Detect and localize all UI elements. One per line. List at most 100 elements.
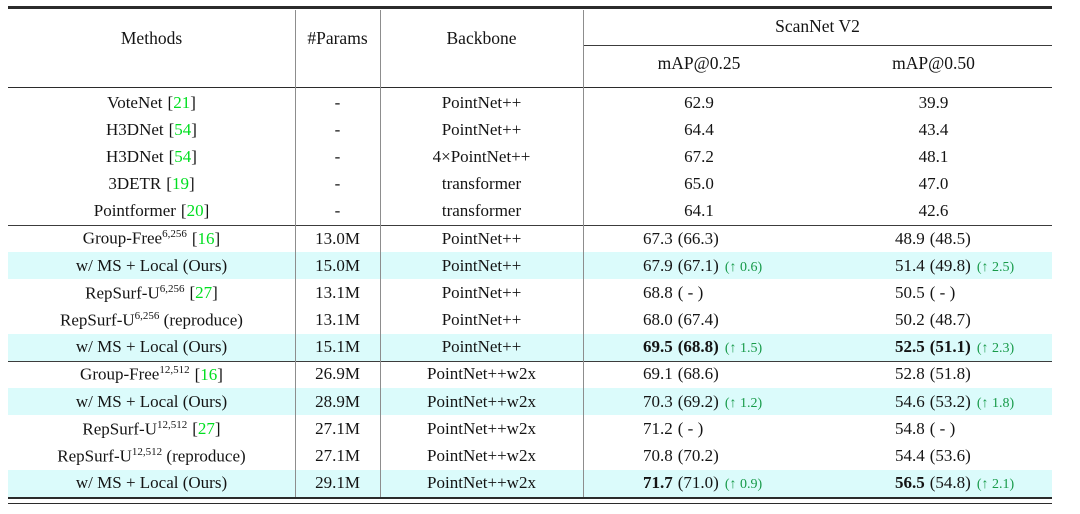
citation: [27]	[192, 419, 220, 438]
map50-cell: 54.6 (53.2) (↑ 1.8)	[815, 392, 1052, 412]
header-params: #Params	[307, 28, 368, 48]
method-name: H3DNet	[106, 119, 164, 139]
map25-cell: 71.7 (71.0) (↑ 0.9)	[583, 473, 815, 493]
map50-value: 51.4	[895, 255, 925, 275]
table-row: RepSurf-U6,256 (reproduce) 13.1M PointNe…	[8, 307, 1052, 334]
backbone-cell: PointNet++	[441, 92, 522, 112]
header-backbone: Backbone	[446, 28, 517, 48]
map50-paren: (54.8)	[929, 473, 971, 493]
citation-number: 27	[195, 283, 213, 303]
header-map-025: mAP@0.25	[657, 53, 741, 73]
column-divider-backbone-scannet	[583, 10, 585, 497]
citation-bracket: ]	[190, 92, 196, 112]
citation-number: 16	[197, 228, 215, 248]
map50-cell: 50.2 (48.7)	[815, 310, 1052, 330]
method-cell: RepSurf-U12,512 (reproduce)	[8, 446, 295, 467]
map25-paren: (68.8)	[677, 337, 719, 357]
citation: [16]	[192, 229, 220, 248]
params-cell: 13.1M	[315, 282, 360, 302]
map50-value: 48.9	[895, 228, 925, 248]
map25-value: 67.2	[684, 146, 714, 166]
map50-paren: (53.6)	[929, 446, 971, 466]
citation-number: 54	[174, 119, 192, 139]
table-row-ours: w/ MS + Local (Ours) 15.1M PointNet++ 69…	[8, 333, 1052, 361]
citation-bracket: ]	[212, 283, 218, 303]
backbone-cell: PointNet++	[441, 282, 522, 302]
params-cell: -	[334, 146, 341, 166]
map50-value: 52.5	[895, 337, 925, 357]
params-cell: 27.1M	[315, 446, 360, 466]
citation-bracket: ]	[191, 119, 197, 139]
map25-cell: 69.5 (68.8) (↑ 1.5)	[583, 337, 815, 357]
map25-value: 64.1	[684, 201, 714, 221]
table-row: VoteNet [21] - PointNet++ 62.9 39.9	[8, 89, 1052, 116]
table-row: Pointformer [20] - transformer 64.1 42.6	[8, 198, 1052, 225]
column-divider-methods-params	[295, 10, 297, 497]
map50-improvement: (↑ 2.5)	[976, 259, 1015, 275]
method-name: H3DNet	[106, 146, 164, 166]
params-cell: 15.0M	[315, 255, 360, 275]
map50-cell: 42.6	[815, 201, 1052, 221]
map50-paren: ( - )	[929, 282, 956, 302]
map25-cell: 65.0	[583, 174, 815, 194]
method-cell: RepSurf-U12,512 [27]	[8, 419, 295, 440]
map25-value: 67.9	[643, 255, 673, 275]
map25-paren: (70.2)	[677, 446, 719, 466]
map50-value: 50.2	[895, 310, 925, 330]
method-superscript: 6,256	[134, 309, 160, 322]
map25-cell: 67.3 (66.3)	[583, 229, 815, 249]
map25-cell: 64.1	[583, 201, 815, 221]
method-cell: w/ MS + Local (Ours)	[75, 473, 228, 493]
method-cell: H3DNet [54]	[8, 147, 295, 167]
table-row: Group-Free6,256 [16] 13.0M PointNet++ 67.…	[8, 225, 1052, 252]
params-cell: 28.9M	[315, 391, 360, 411]
method-name: RepSurf-U	[60, 310, 135, 330]
map50-value: 39.9	[918, 92, 949, 112]
citation-bracket: [	[167, 92, 174, 112]
backbone-cell: PointNet++w2x	[427, 364, 536, 384]
map25-paren: (67.4)	[677, 310, 719, 330]
map25-paren: ( - )	[677, 282, 704, 302]
map50-value: 48.1	[918, 146, 949, 166]
map25-cell: 70.8 (70.2)	[583, 446, 815, 466]
method-name: Group-Free	[82, 228, 163, 248]
citation: [54]	[169, 120, 197, 139]
top-rule	[8, 6, 1052, 9]
map50-value: 42.6	[918, 201, 949, 221]
table-row: Group-Free12,512 [16] 26.9M PointNet++w2x…	[8, 361, 1052, 388]
citation: [19]	[166, 174, 194, 193]
map50-paren: ( - )	[929, 418, 956, 438]
table-row-ours: w/ MS + Local (Ours) 28.9M PointNet++w2x…	[8, 388, 1052, 416]
header-dataset-scannet-v2: ScanNet V2	[775, 16, 860, 36]
citation-bracket: ]	[217, 364, 223, 384]
map50-improvement: (↑ 2.3)	[976, 341, 1015, 357]
params-cell: 15.1M	[315, 337, 360, 357]
citation-bracket: ]	[214, 228, 221, 248]
map25-value: 70.3	[643, 391, 673, 411]
method-name: Pointformer	[93, 201, 176, 221]
map25-value: 68.8	[643, 282, 673, 302]
table-row: RepSurf-U6,256 [27] 13.1M PointNet++ 68.8…	[8, 279, 1052, 306]
params-cell: 13.1M	[315, 310, 360, 330]
section-rule-2	[8, 360, 1052, 362]
column-divider-params-backbone	[380, 10, 382, 497]
table-row: RepSurf-U12,512 [27] 27.1M PointNet++w2x …	[8, 415, 1052, 442]
map50-cell: 52.8 (51.8)	[815, 364, 1052, 384]
map50-value: 50.5	[895, 282, 925, 302]
map25-cell: 67.9 (67.1) (↑ 0.6)	[583, 256, 815, 276]
map50-cell: 54.4 (53.6)	[815, 446, 1052, 466]
map50-paren: (49.8)	[929, 255, 971, 275]
method-name: RepSurf-U	[85, 283, 160, 303]
map25-improvement: (↑ 1.5)	[724, 341, 763, 357]
params-cell: -	[334, 201, 341, 221]
backbone-cell: PointNet++w2x	[427, 446, 536, 466]
map25-cell: 70.3 (69.2) (↑ 1.2)	[583, 392, 815, 412]
map25-value: 65.0	[684, 174, 714, 194]
backbone-cell: PointNet++	[441, 119, 522, 139]
table-body: VoteNet [21] - PointNet++ 62.9 39.9 H3DNe…	[8, 89, 1052, 497]
map50-cell: 51.4 (49.8) (↑ 2.5)	[815, 256, 1052, 276]
map50-paren: (51.1)	[929, 337, 971, 357]
map25-paren: (67.1)	[677, 255, 719, 275]
citation-bracket: ]	[191, 146, 197, 166]
header-map-050: mAP@0.50	[892, 53, 975, 73]
